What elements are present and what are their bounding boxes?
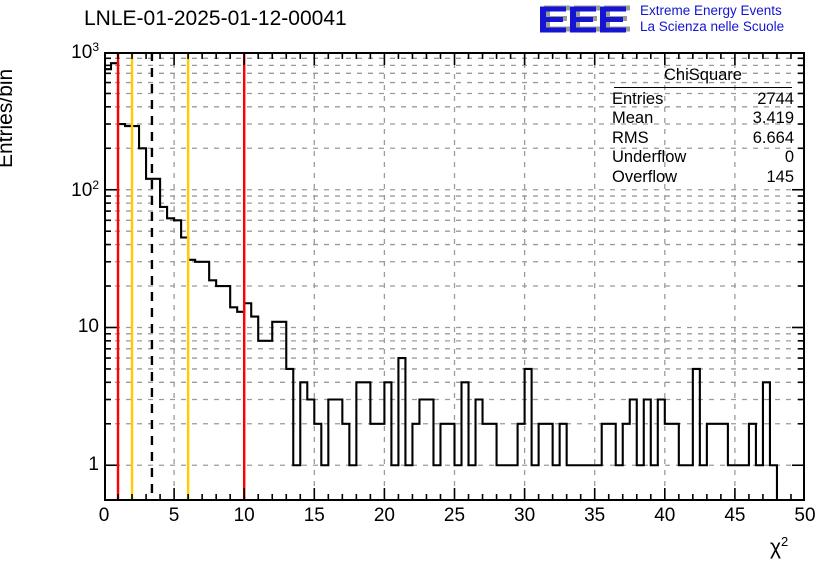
- page-title: LNLE-01-2025-01-12-00041: [84, 7, 347, 30]
- x-tick-label: 15: [303, 505, 325, 526]
- eee-logo-line2: La Scienza nelle Scuole: [640, 19, 785, 34]
- stats-row-key: RMS: [612, 128, 649, 147]
- stats-row: Entries 2744: [610, 90, 796, 110]
- y-tick-labels: 1 10 102 103: [0, 0, 99, 572]
- stats-row-value: 145: [766, 167, 794, 186]
- eee-logo-line1: Extreme Energy Events: [640, 3, 782, 18]
- stats-row: Underflow 0: [610, 148, 796, 168]
- x-tick-label: 5: [168, 505, 180, 526]
- x-tick-label: 30: [514, 505, 536, 526]
- x-tick-label: 40: [654, 505, 676, 526]
- x-axis-title-base: χ: [770, 536, 782, 559]
- x-tick-label: 35: [584, 505, 606, 526]
- y-tick-label: 102: [71, 177, 99, 201]
- y-tick-label: 10: [77, 316, 99, 338]
- stats-title: ChiSquare: [614, 66, 792, 88]
- stats-row-value: 2744: [757, 89, 794, 108]
- x-tick-label: 50: [794, 505, 816, 526]
- y-tick-label: 1: [88, 454, 99, 476]
- x-axis-title-sup: 2: [781, 534, 789, 549]
- x-tick-label: 45: [724, 505, 746, 526]
- stats-row-key: Entries: [612, 89, 664, 108]
- x-tick-label: 25: [443, 505, 466, 526]
- x-tick-label: 20: [373, 505, 395, 526]
- stats-row-value: 0: [784, 148, 794, 167]
- stats-rows: Entries 2744 Mean 3.419 RMS 6.664 Underflow 0 Ov…: [610, 90, 796, 188]
- x-axis-title: χ2: [770, 534, 788, 560]
- eee-logo-letters: [540, 6, 626, 33]
- stats-row: Overflow 145: [610, 168, 796, 188]
- stats-row-key: Mean: [612, 109, 654, 128]
- x-tick-label: 0: [98, 505, 110, 526]
- y-tick-label: 103: [71, 39, 99, 64]
- stats-row: RMS 6.664: [610, 129, 796, 149]
- stats-row-key: Underflow: [612, 148, 687, 167]
- axis-ticks: [104, 52, 805, 501]
- stats-row-value: 3.419: [752, 109, 794, 128]
- eee-logo-text: Extreme Energy Events La Scienza nelle S…: [640, 3, 784, 35]
- stats-row-key: Overflow: [612, 167, 678, 186]
- eee-logo: Extreme Energy Events La Scienza nelle S…: [538, 3, 834, 38]
- x-tick-label: 10: [233, 505, 255, 526]
- stats-box: ChiSquare Entries 2744 Mean 3.419 RMS 6.664 Un…: [610, 66, 796, 188]
- eee-logo-mark: [540, 5, 630, 33]
- stats-row: Mean 3.419: [610, 109, 796, 129]
- stats-row-value: 6.664: [752, 128, 794, 147]
